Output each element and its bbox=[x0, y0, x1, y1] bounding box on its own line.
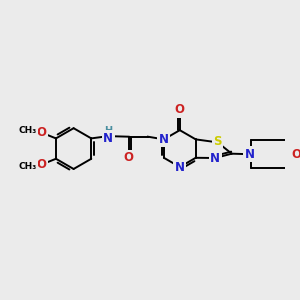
Text: N: N bbox=[103, 132, 113, 145]
Text: CH₃: CH₃ bbox=[19, 126, 37, 135]
Text: N: N bbox=[159, 133, 169, 146]
Text: O: O bbox=[175, 103, 185, 116]
Text: CH₃: CH₃ bbox=[19, 162, 37, 171]
Text: N: N bbox=[210, 152, 220, 164]
Text: O: O bbox=[124, 152, 134, 164]
Text: O: O bbox=[37, 158, 47, 171]
Text: S: S bbox=[213, 135, 222, 148]
Text: N: N bbox=[175, 161, 185, 174]
Text: N: N bbox=[244, 148, 255, 161]
Text: O: O bbox=[292, 148, 300, 161]
Text: H: H bbox=[104, 126, 112, 136]
Text: O: O bbox=[37, 126, 47, 139]
